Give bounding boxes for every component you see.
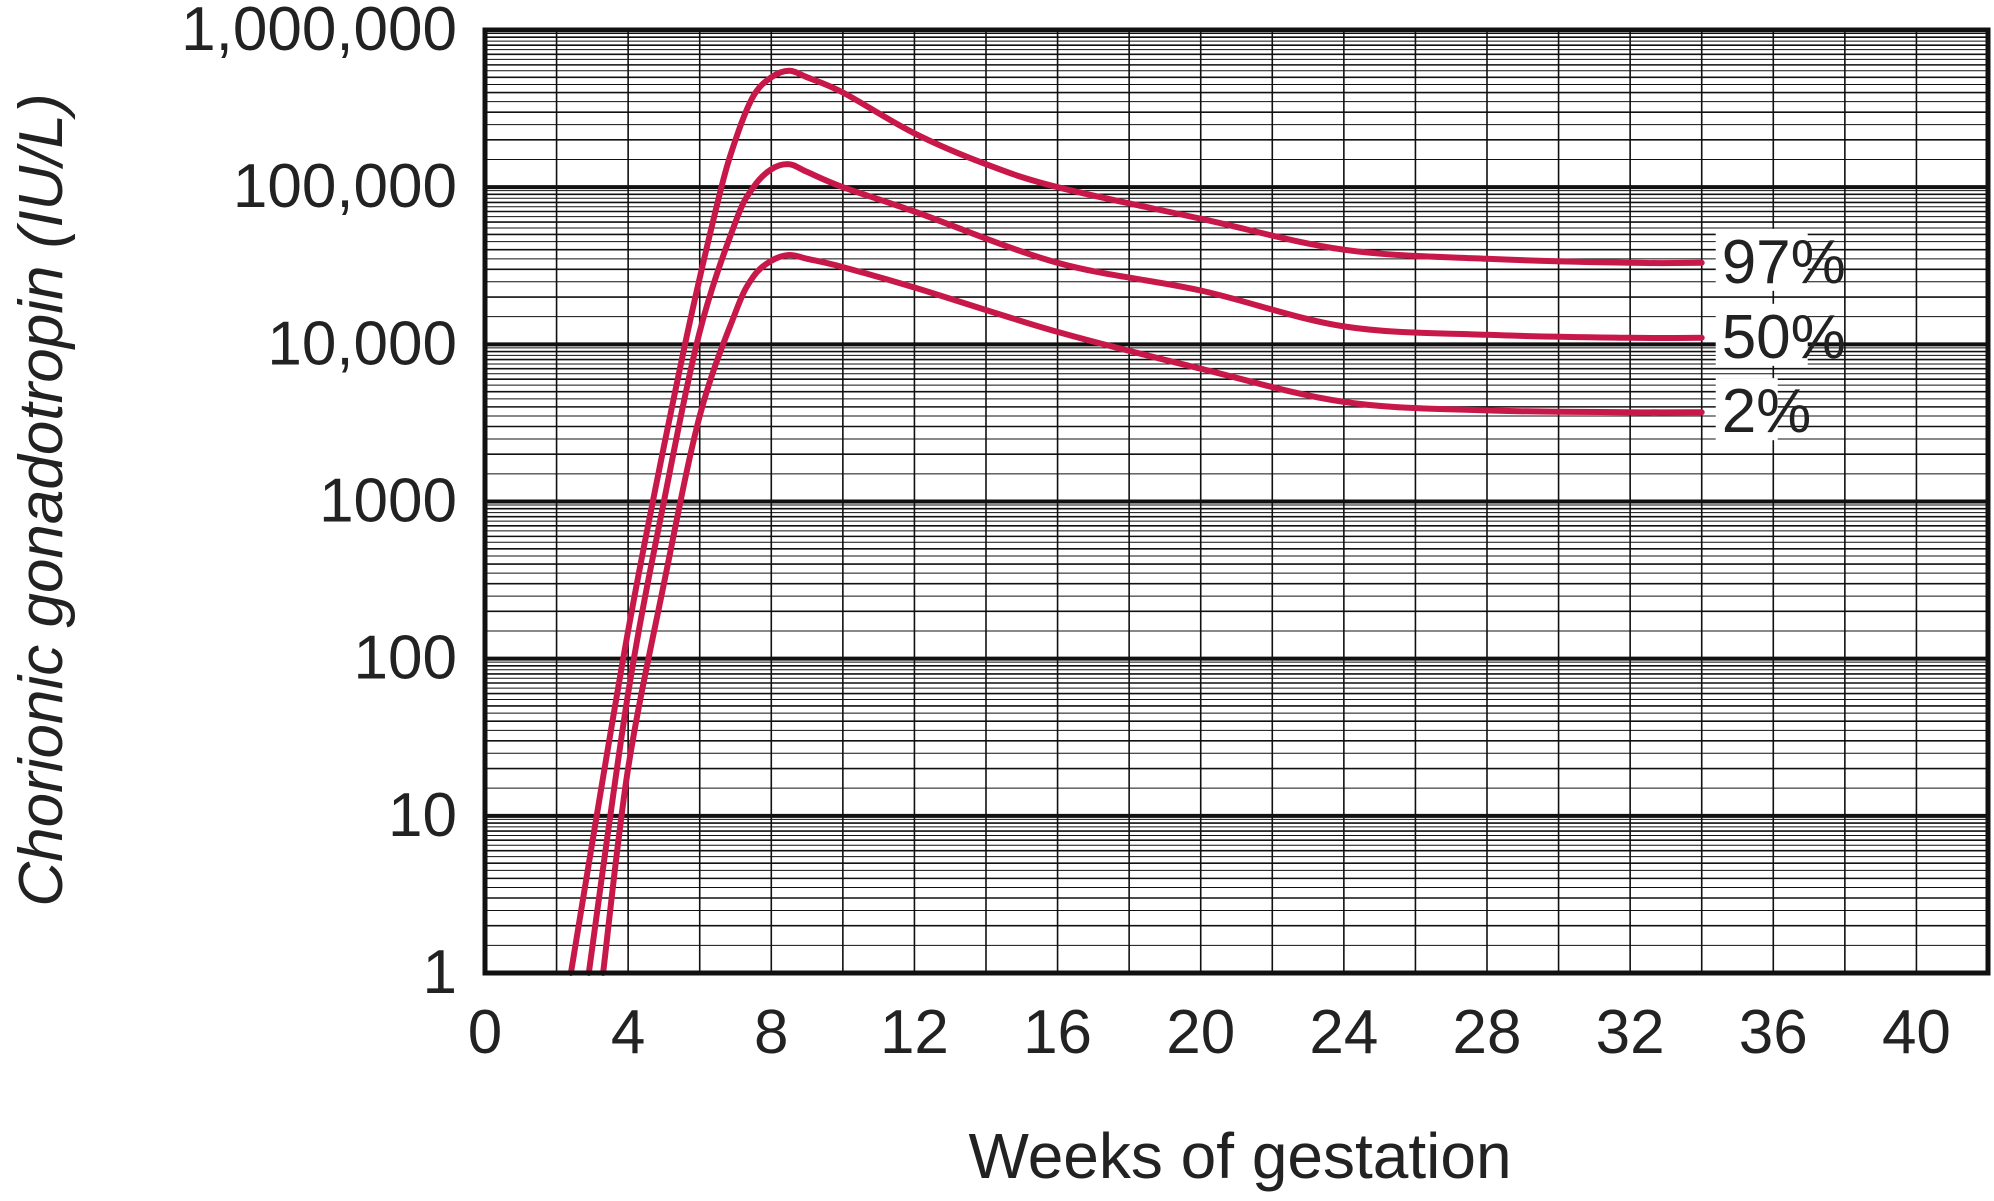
y-tick-label: 10,000 xyxy=(267,309,457,378)
series-line-2pct xyxy=(600,251,1705,976)
series-label-50pct: 50% xyxy=(1722,303,1846,372)
x-tick-label: 8 xyxy=(754,998,788,1067)
x-tick-label: 40 xyxy=(1882,998,1951,1067)
x-axis-title: Weeks of gestation xyxy=(968,1120,1511,1192)
y-tick-label: 1000 xyxy=(319,467,457,536)
x-tick-label: 12 xyxy=(880,998,949,1067)
y-tick-label: 10 xyxy=(388,781,457,850)
x-tick-label: 32 xyxy=(1596,998,1665,1067)
series-line-97pct xyxy=(567,67,1705,976)
y-tick-label: 100 xyxy=(354,624,457,693)
series-layer xyxy=(567,67,1705,976)
x-tick-label: 24 xyxy=(1309,998,1378,1067)
x-tick-label: 36 xyxy=(1739,998,1808,1067)
y-tick-label: 100,000 xyxy=(233,152,457,221)
series-label-2pct: 2% xyxy=(1722,377,1812,446)
series-line-50pct xyxy=(585,161,1705,976)
y-tick-label: 1,000,000 xyxy=(181,0,457,64)
series-label-bg xyxy=(1715,228,1808,291)
y-tick-label: 1 xyxy=(423,938,457,1007)
x-tick-label: 28 xyxy=(1453,998,1522,1067)
x-tick-label: 4 xyxy=(611,998,645,1067)
plot-frame xyxy=(482,27,1991,976)
series-labels: 97%50%2% xyxy=(1715,228,1846,446)
x-tick-labels: 0 4 8 12 16 20 24 28 32 36 40 xyxy=(468,998,1951,1067)
y-axis-title: Chorionic gonadotropin (IU/L) xyxy=(7,93,76,906)
x-tick-label: 16 xyxy=(1023,998,1092,1067)
series-label-bg xyxy=(1715,303,1808,366)
y-tick-labels: 1 10 100 1000 10,000 100,000 1,000,000 xyxy=(181,0,457,1007)
x-tick-label: 20 xyxy=(1166,998,1235,1067)
series-label-bg xyxy=(1715,378,1778,441)
series-label-97pct: 97% xyxy=(1722,228,1846,297)
x-tick-label: 0 xyxy=(468,998,502,1067)
